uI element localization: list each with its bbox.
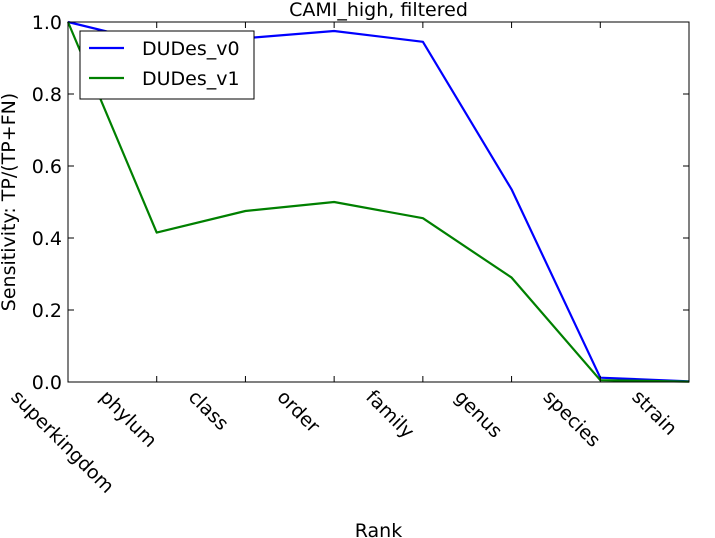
legend-label: DUDes_v0 [142,38,240,60]
legend: DUDes_v0 DUDes_v1 [79,30,255,100]
y-tick-label: 0.2 [32,300,62,322]
axes-frame [67,21,690,383]
y-tick-label: 0.4 [32,228,62,250]
legend-box [79,30,255,100]
y-tick-label: 0.0 [32,372,62,394]
y-axis-label: Sensitivity: TP/(TP+FN) [0,93,20,311]
y-tick-label: 1.0 [32,12,62,34]
y-axis-ticks: 0.0 0.2 0.4 0.6 0.8 1.0 [32,12,689,394]
series-line-DUDes_v1 [66,21,690,383]
y-tick-label: 0.8 [32,84,62,106]
x-axis-label: Rank [355,520,402,538]
y-tick-label: 0.6 [32,156,62,178]
legend-label: DUDes_v1 [142,68,240,90]
chart-title: CAMI_high, filtered [289,0,468,21]
